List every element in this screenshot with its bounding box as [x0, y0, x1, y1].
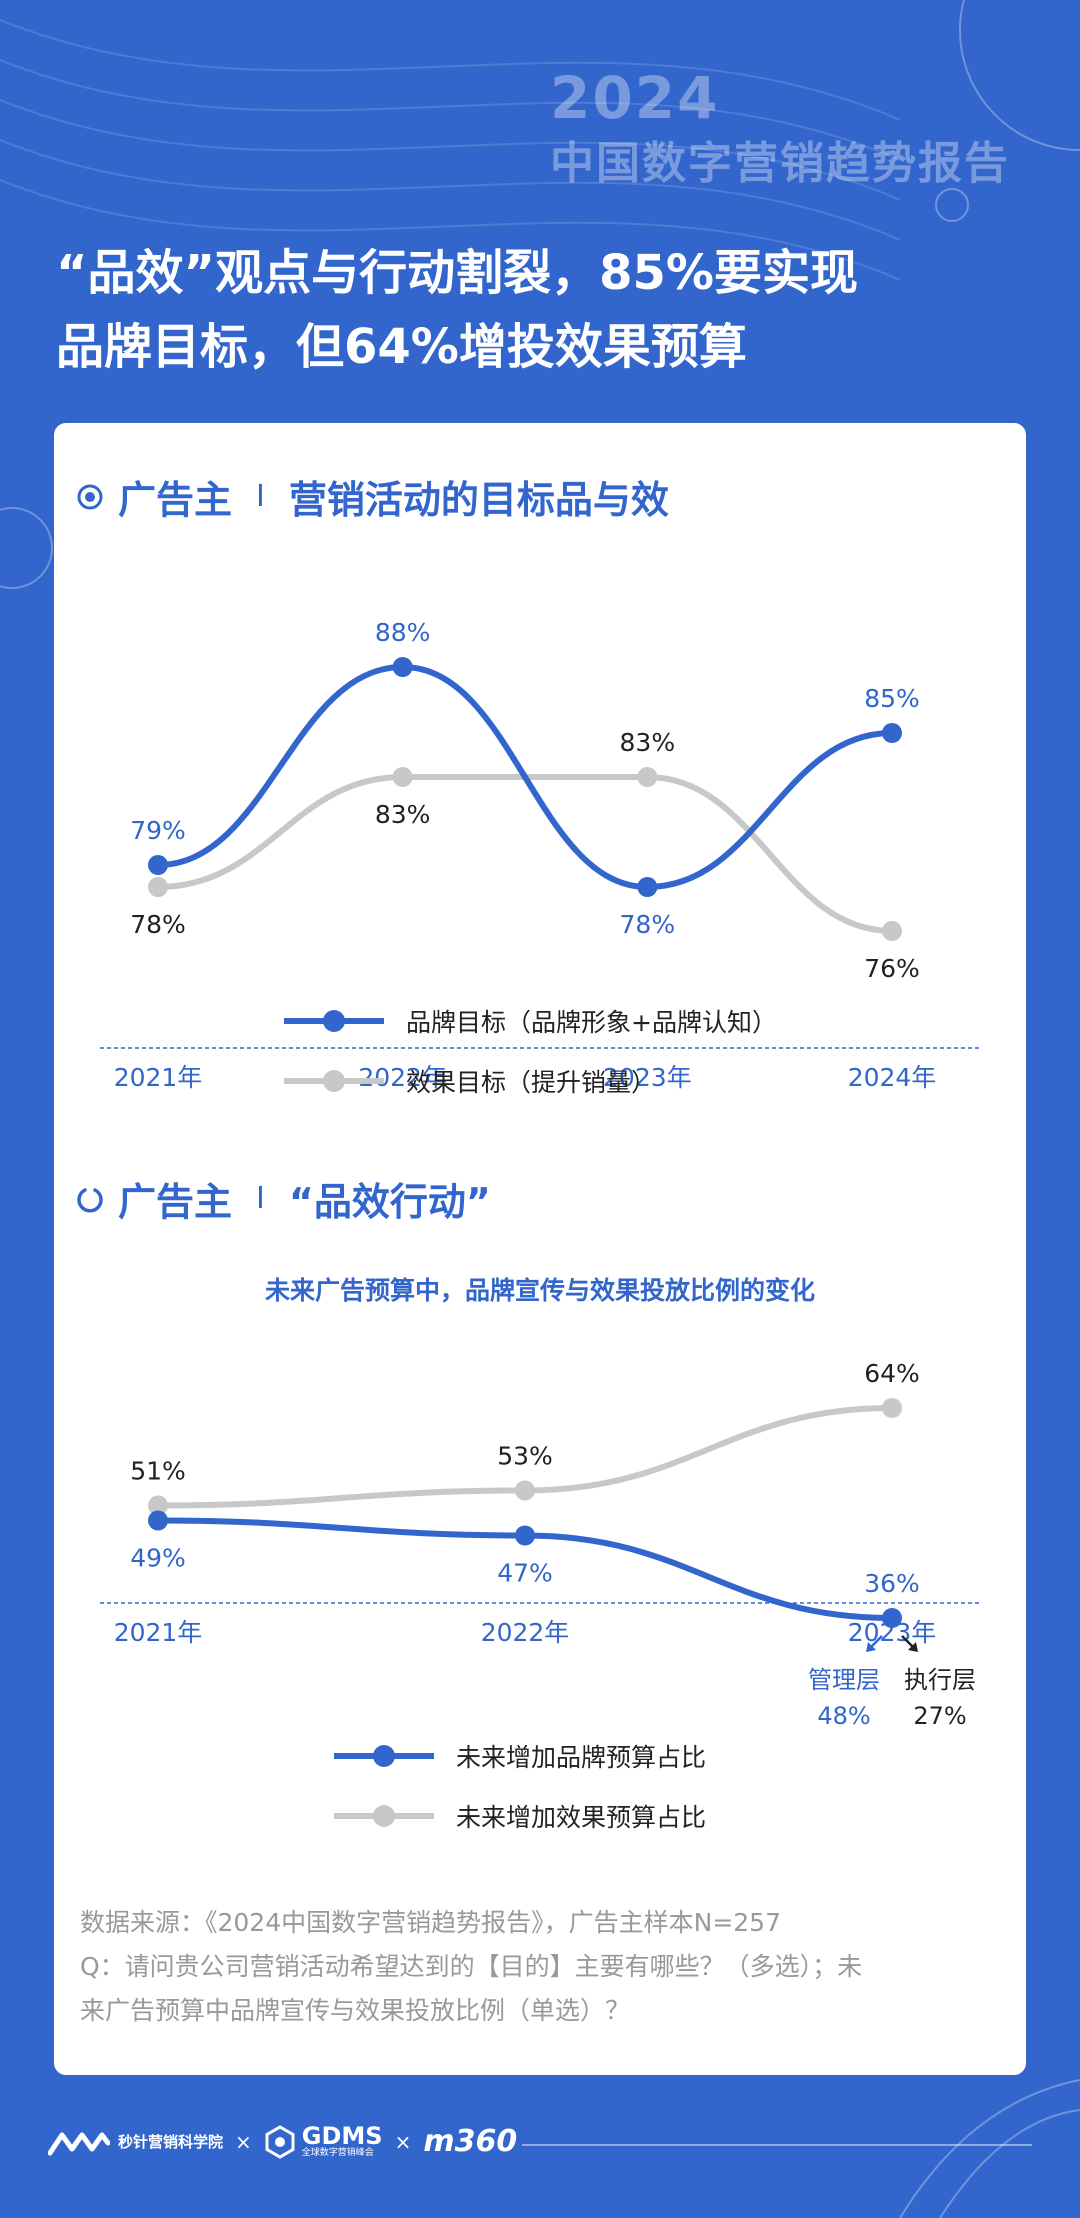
- report-name: 中国数字营销趋势报告: [550, 138, 1010, 189]
- data-label-s1-0: 51%: [130, 1457, 186, 1486]
- data-label-s1-1: 83%: [375, 800, 431, 829]
- legend-label-brand-goal: 品牌目标（品牌形象+品牌认知）: [406, 1008, 777, 1037]
- data-label-s1-2: 83%: [620, 728, 676, 757]
- data-label-s1-0: 78%: [130, 910, 186, 939]
- data-point-s0-1: [515, 1525, 535, 1546]
- data-label-s0-0: 79%: [130, 816, 186, 845]
- section1-separator: I: [256, 479, 265, 514]
- data-label-s0-1: 88%: [375, 618, 431, 647]
- data-point-s1-1: [392, 767, 413, 787]
- legend-label-brand-budget: 未来增加品牌预算占比: [456, 1743, 707, 1772]
- action-circle-icon: [77, 1187, 103, 1213]
- footnote-question-2: 来广告预算中品牌宣传与效果投放比例（单选）？: [80, 1996, 631, 2025]
- legend-item-effect-goal: 效果目标（提升销量）: [284, 1051, 777, 1111]
- data-label-s0-2: 36%: [864, 1569, 920, 1598]
- miaozhen-logo-icon: [48, 2132, 110, 2155]
- annotation-label-0: 管理层: [808, 1666, 880, 1694]
- data-point-s0-0: [148, 1510, 168, 1531]
- data-point-s1-2: [882, 1398, 902, 1418]
- headline: “品效”观点与行动割裂，85%要实现 品牌目标，但64%增投效果预算: [56, 236, 1016, 384]
- gdms-logo-icon: [265, 2124, 295, 2159]
- data-label-s0-2: 78%: [620, 910, 676, 939]
- data-label-s0-0: 49%: [130, 1544, 186, 1573]
- section1-title: 广告主 I 营销活动的目标品与效: [76, 469, 669, 524]
- data-label-s0-3: 85%: [864, 684, 920, 713]
- target-icon: [77, 484, 103, 509]
- section1-title-left: 广告主: [118, 478, 233, 522]
- footnote-question-1: Q：请问贵公司营销活动希望达到的【目的】主要有哪些？（多选）；未: [80, 1952, 863, 1981]
- data-point-s1-3: [882, 921, 902, 941]
- data-point-s0-1: [392, 657, 413, 677]
- legend-label-effect-goal: 效果目标（提升销量）: [406, 1068, 657, 1097]
- data-point-s0-2: [637, 877, 658, 897]
- section2-title-right: “品效行动”: [288, 1180, 491, 1224]
- footer-rule: [522, 2144, 1032, 2146]
- legend-swatch-blue: [284, 1010, 384, 1032]
- data-point-s0-0: [148, 855, 168, 875]
- chart2-subtitle: 未来广告预算中，品牌宣传与效果投放比例的变化: [264, 1276, 815, 1305]
- x-tick-label-1: 2022年: [481, 1618, 570, 1647]
- times-separator-2: ×: [394, 2129, 412, 2154]
- x-tick-label-0: 2021年: [114, 1618, 203, 1647]
- chart1-line-chart: 79% 88% 78% 85% 78% 83% 83% 76% 2021年 2022年 2023年 2…: [100, 618, 980, 1092]
- chart1-legend: 品牌目标（品牌形象+品牌认知） 效果目标（提升销量）: [284, 991, 777, 1111]
- org1-name: 秒针营销科学院: [118, 2133, 224, 2151]
- series-line-1: [157, 774, 893, 934]
- footnote-source: 数据来源：《2024中国数字营销趋势报告》，广告主样本N=257: [80, 1908, 781, 1937]
- section2-title: 广告主 I “品效行动”: [76, 1171, 491, 1226]
- legend-swatch-gray: [334, 1805, 434, 1827]
- data-point-s0-2: [882, 1608, 902, 1628]
- annotation-label-1: 执行层: [904, 1666, 976, 1694]
- x-tick-label-2: 2023年: [603, 1063, 692, 1092]
- x-tick-label-2: 2023年: [848, 1618, 937, 1647]
- data-point-s0-3: [882, 723, 902, 743]
- annotation-value-0: 48%: [817, 1702, 870, 1730]
- headline-line2: 品牌目标，但64%增投效果预算: [56, 319, 747, 375]
- data-label-s1-1: 53%: [497, 1442, 553, 1471]
- legend-item-brand-budget: 未来增加品牌预算占比: [334, 1726, 706, 1786]
- legend-label-effect-budget: 未来增加效果预算占比: [456, 1803, 707, 1832]
- section2-separator: I: [256, 1181, 265, 1216]
- footnote: 数据来源：《2024中国数字营销趋势报告》，广告主样本N=257 Q：请问贵公司…: [80, 1901, 1010, 2033]
- headline-line1: “品效”观点与行动割裂，85%要实现: [56, 245, 858, 301]
- section1-title-right: 营销活动的目标品与效: [288, 478, 669, 522]
- data-label-s0-1: 47%: [497, 1559, 553, 1588]
- x-tick-label-1: 2022年: [358, 1063, 447, 1092]
- annotation-arrowhead-1: [908, 1642, 918, 1652]
- x-tick-label-0: 2021年: [114, 1063, 203, 1092]
- times-separator-1: ×: [235, 2129, 252, 2154]
- report-year: 2024: [550, 64, 720, 132]
- footer-logos: 秒针营销科学院 × GDMS 全球数字营销峰会 × m360: [48, 2124, 517, 2159]
- legend-item-brand-goal: 品牌目标（品牌形象+品牌认知）: [284, 991, 777, 1051]
- legend-swatch-gray: [284, 1070, 384, 1092]
- data-point-s1-1: [515, 1480, 535, 1501]
- annotation-arrowhead-0: [866, 1642, 876, 1652]
- legend-item-effect-budget: 未来增加效果预算占比: [334, 1786, 706, 1846]
- data-point-s1-2: [637, 767, 658, 787]
- gdms-text-block: GDMS 全球数字营销峰会: [302, 2124, 383, 2159]
- report-brand: 2024 中国数字营销趋势报告: [550, 62, 1050, 192]
- legend-swatch-blue: [334, 1745, 434, 1767]
- annotation-value-1: 27%: [913, 1702, 966, 1730]
- org3-name: m360: [423, 2124, 518, 2159]
- series-line-0: [157, 663, 893, 891]
- org2-name: GDMS: [301, 2122, 383, 2150]
- x-tick-label-3: 2024年: [848, 1063, 937, 1092]
- section2-title-left: 广告主: [118, 1180, 233, 1224]
- content-card: 广告主 I 营销活动的目标品与效 79% 88% 78% 85% 78% 83% 83% 76…: [54, 423, 1026, 2075]
- data-label-s1-3: 76%: [864, 954, 920, 983]
- data-label-s1-2: 64%: [864, 1359, 920, 1388]
- chart2-legend: 未来增加品牌预算占比 未来增加效果预算占比: [334, 1726, 706, 1846]
- data-point-s1-0: [148, 877, 168, 897]
- data-point-s1-0: [148, 1495, 168, 1516]
- org2-subtitle: 全球数字营销峰会: [301, 2148, 374, 2158]
